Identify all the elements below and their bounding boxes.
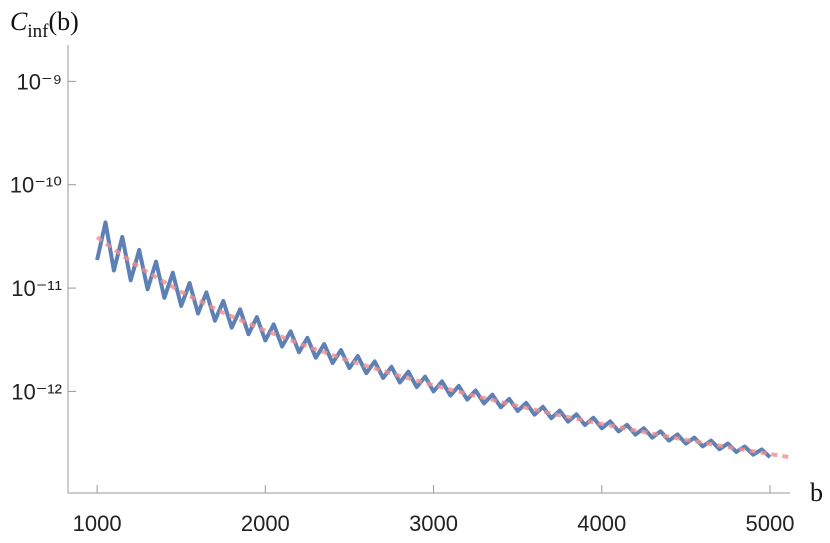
y-tick-label: 10⁻¹¹ xyxy=(11,276,62,301)
y-axis-label: Cinf(b) xyxy=(10,7,79,42)
y-label-main: C xyxy=(10,7,28,36)
y-label-suffix: (b) xyxy=(48,7,78,36)
y-label-subscript: inf xyxy=(27,21,49,42)
y-tick-label: 10⁻⁹ xyxy=(16,69,62,94)
x-tick-label: 2000 xyxy=(241,511,290,536)
data-line xyxy=(95,220,772,459)
x-axis-label: b xyxy=(810,478,823,507)
data-line xyxy=(95,235,791,460)
x-tick-label: 5000 xyxy=(746,511,795,536)
x-tick-label: 1000 xyxy=(73,511,122,536)
x-tick-label: 3000 xyxy=(409,511,458,536)
y-tick-label: 10⁻¹² xyxy=(11,379,62,404)
y-tick-label: 10⁻¹⁰ xyxy=(10,173,62,198)
x-tick-label: 4000 xyxy=(577,511,626,536)
